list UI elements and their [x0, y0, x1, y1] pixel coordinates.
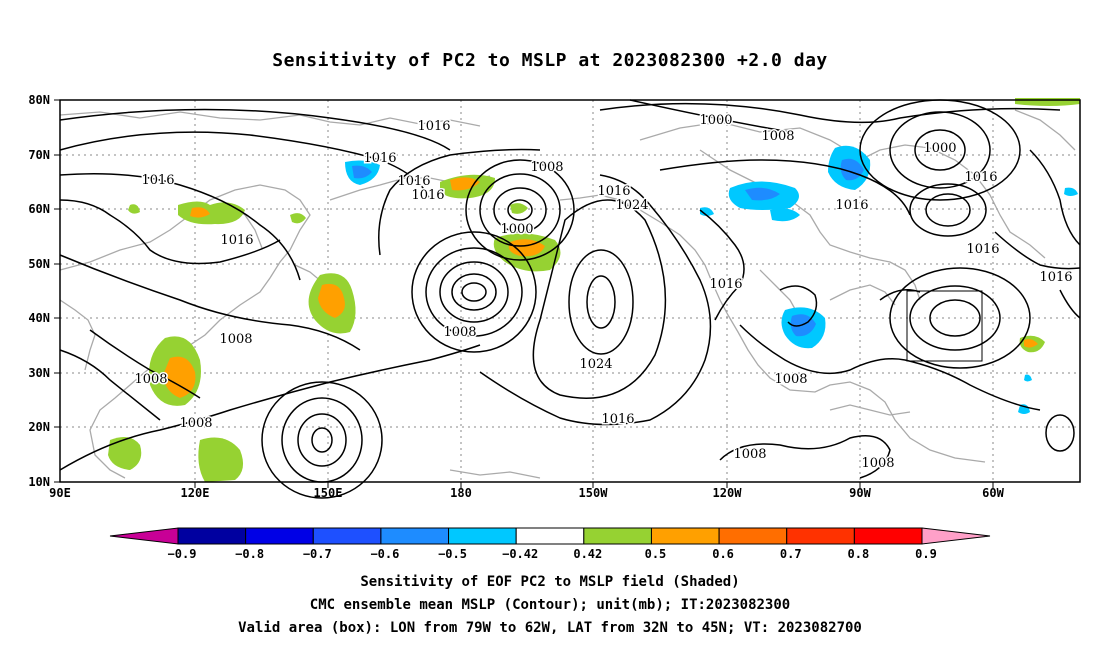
colorbar-tick-label: 0.7: [780, 547, 802, 561]
contour-label: 1000: [923, 141, 956, 156]
contour-label: 1008: [861, 456, 894, 471]
lon-tick-label: 90E: [49, 486, 71, 500]
colorbar-extend-min: [109, 527, 179, 545]
lon-ticks: [194, 482, 994, 488]
contour-label: 1000: [500, 222, 533, 237]
caption-line-2: CMC ensemble mean MSLP (Contour); unit(m…: [309, 597, 791, 613]
colorbar-swatch: [650, 527, 720, 545]
colorbar-tick-label: −0.42: [502, 547, 538, 561]
lat-tick-label: 30N: [28, 366, 50, 380]
lon-tick-label: 150E: [314, 486, 343, 500]
contour-label: 1008: [530, 160, 563, 175]
contour-label: 1008: [179, 416, 212, 431]
contour-label: 1016: [397, 174, 430, 189]
lat-tick-label: 50N: [28, 257, 50, 271]
contour-label: 1016: [363, 151, 396, 166]
contour-label: 1024: [579, 357, 612, 372]
lon-tick-label: 120E: [181, 486, 210, 500]
map-panel: 1016101610161016101610161016101610161016…: [59, 98, 1081, 499]
colorbar-swatch: [583, 527, 652, 545]
lon-tick-label: 120W: [713, 486, 743, 500]
colorbar-tick-label: 0.9: [915, 547, 937, 561]
lat-ticks: [54, 99, 60, 483]
lat-tick-label: 60N: [28, 202, 50, 216]
contour-label: 1016: [966, 242, 999, 257]
colorbar-tick-label: −0.9: [168, 547, 197, 561]
contour-label: 1016: [601, 412, 634, 427]
colorbar-tick-label: −0.7: [303, 547, 332, 561]
contour-label: 1008: [443, 325, 476, 340]
colorbar-tick-label: −0.8: [235, 547, 264, 561]
lat-tick-label: 40N: [28, 311, 50, 325]
colorbar-tick-label: 0.5: [645, 547, 667, 561]
contour-labels: 1016101610161016101610161016101610161016…: [133, 112, 1074, 473]
colorbar: [109, 527, 991, 545]
contour-label: 1000: [699, 113, 732, 128]
contour-label: 1008: [134, 372, 167, 387]
colorbar-swatch: [515, 527, 585, 545]
contour-label: 1008: [774, 372, 807, 387]
map-frame: [59, 99, 1081, 483]
contour-label: 1024: [615, 198, 648, 213]
contour-label: 1008: [219, 332, 252, 347]
contour-label: 1016: [835, 198, 868, 213]
contour-label: 1008: [761, 129, 794, 144]
shading-positive: [108, 98, 1080, 482]
colorbar-swatch: [786, 527, 855, 545]
lat-axis: 80N 70N 60N 50N 40N 30N 20N 10N: [28, 93, 50, 489]
contour-label: 1016: [220, 233, 253, 248]
lat-tick-label: 20N: [28, 420, 50, 434]
valid-area-box: [906, 290, 983, 362]
lat-tick-label: 10N: [28, 475, 50, 489]
colorbar-tick-label: −0.6: [370, 547, 399, 561]
lat-tick-label: 70N: [28, 148, 50, 162]
map-title: Sensitivity of PC2 to MSLP at 2023082300…: [272, 50, 828, 71]
contour-label: 1016: [709, 277, 742, 292]
colorbar-labels: −0.9 −0.8 −0.7 −0.6 −0.5 −0.42 0.42 0.5 0.6 0.7 0.…: [168, 547, 937, 561]
contour-label: 1016: [1039, 270, 1072, 285]
colorbar-swatch: [177, 527, 247, 545]
colorbar-swatch: [312, 527, 382, 545]
lon-tick-label: 60W: [982, 486, 1004, 500]
colorbar-swatch: [245, 527, 314, 545]
lat-tick-label: 80N: [28, 93, 50, 107]
colorbar-swatch: [380, 527, 450, 545]
colorbar-extend-max: [921, 527, 991, 545]
colorbar-tick-label: −0.5: [438, 547, 467, 561]
contour-label: 1016: [964, 170, 997, 185]
colorbar-swatch: [448, 527, 517, 545]
contour-label: 1016: [141, 173, 174, 188]
lon-tick-label: 150W: [579, 486, 609, 500]
colorbar-tick-label: 0.6: [712, 547, 734, 561]
contour-label: 1016: [411, 188, 444, 203]
lon-tick-label: 90W: [849, 486, 871, 500]
contour-label: 1008: [733, 447, 766, 462]
lon-tick-label: 180: [450, 486, 472, 500]
contour-label: 1016: [417, 119, 450, 134]
caption-line-1: Sensitivity of EOF PC2 to MSLP field (Sh…: [360, 574, 740, 590]
colorbar-tick-label: 0.8: [848, 547, 870, 561]
caption-line-3: Valid area (box): LON from 79W to 62W, L…: [238, 620, 862, 636]
colorbar-swatch: [718, 527, 788, 545]
lon-axis: 90E 120E 150E 180 150W 120W 90W 60W: [49, 486, 1004, 500]
contour-label: 1016: [597, 184, 630, 199]
colorbar-swatch: [853, 527, 923, 545]
colorbar-tick-label: 0.42: [573, 547, 602, 561]
